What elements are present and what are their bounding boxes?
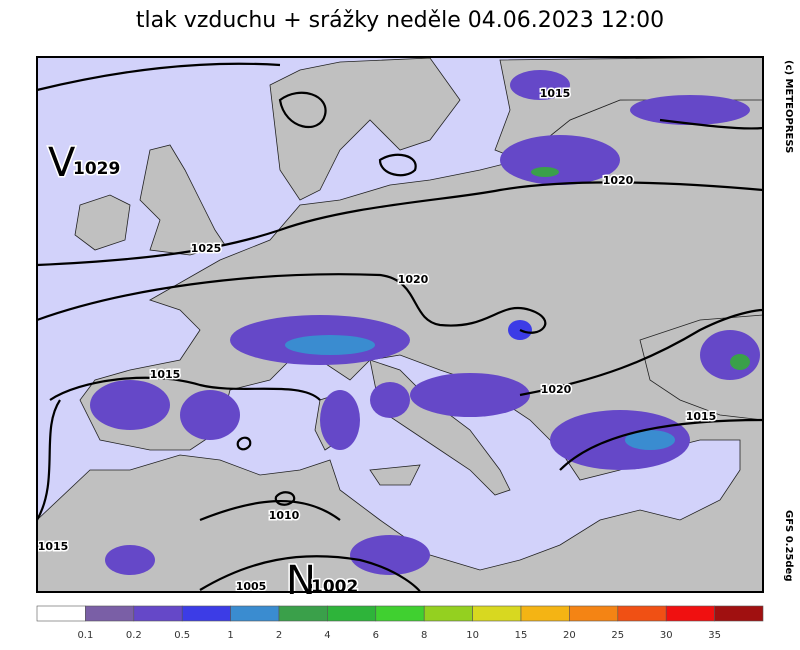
land (369, 464, 421, 486)
legend-label: 0.2 (126, 630, 142, 641)
legend-swatch (569, 605, 619, 622)
isobar-label: 1005 (236, 580, 267, 593)
credit: (c) METEOPRESS (783, 60, 794, 153)
precipitation (90, 70, 760, 575)
isobar-label: 1025 (191, 242, 222, 255)
center-value: 1002 (311, 577, 358, 597)
isobar-label: 1010 (269, 509, 300, 522)
legend-swatch (665, 605, 715, 622)
legend: 0.1 0.2 0.5 1 2 4 6 8 10 15 20 25 30 35 (36, 605, 764, 641)
legend-swatch (327, 605, 377, 622)
legend-label: 1 (227, 630, 233, 641)
legend-swatch (423, 605, 473, 622)
model-label: GFS 0.25deg (783, 510, 794, 582)
legend-label: 15 (515, 630, 528, 641)
legend-label: 4 (324, 630, 330, 641)
legend-swatch (278, 605, 328, 622)
legend-label: 30 (660, 630, 673, 641)
map: 1015 1020 1025 1020 1015 1020 1015 1010 1005 1015… (36, 56, 764, 606)
isobars (36, 62, 764, 593)
legend-swatch (520, 605, 570, 622)
land (74, 194, 131, 251)
center-value: 1029 (73, 159, 120, 179)
legend-label: 6 (373, 630, 379, 641)
land (139, 144, 226, 256)
legend-label: 25 (611, 630, 624, 641)
legend-swatch (85, 605, 135, 622)
isobar-label: 1020 (398, 273, 429, 286)
legend-swatch (133, 605, 183, 622)
isobar-label: 1020 (541, 383, 572, 396)
legend-swatch (472, 605, 522, 622)
legend-swatch (714, 605, 764, 622)
legend-swatch (617, 605, 667, 622)
isobar-label: 1015 (686, 410, 717, 423)
center-letter: V (48, 140, 76, 186)
center-letter: N (286, 558, 316, 604)
legend-label: 8 (421, 630, 427, 641)
title: tlak vzduchu + srážky neděle 04.06.2023 … (136, 8, 664, 33)
legend-swatch (181, 605, 231, 622)
legend-label: 20 (563, 630, 576, 641)
isobar-label: 1020 (603, 174, 634, 187)
map-frame (36, 56, 764, 593)
legend-label: 35 (708, 630, 721, 641)
legend-swatch (36, 605, 86, 622)
land (269, 57, 461, 201)
isobar-label: 1015 (540, 87, 571, 100)
isobar-label: 1015 (150, 368, 181, 381)
legend-label: 0.5 (174, 630, 190, 641)
legend-label: 2 (276, 630, 282, 641)
legend-label: 10 (466, 630, 479, 641)
legend-label: 0.1 (77, 630, 93, 641)
legend-swatch (230, 605, 280, 622)
isobar-label: 1015 (38, 540, 69, 553)
legend-swatch (375, 605, 425, 622)
